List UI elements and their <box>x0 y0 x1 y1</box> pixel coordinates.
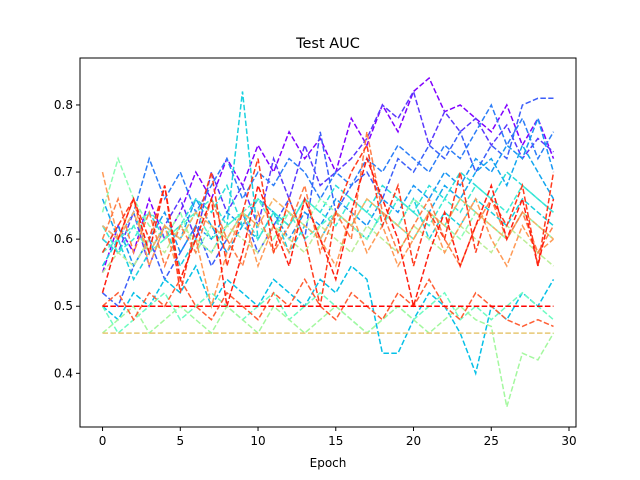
y-tick-label: 0.8 <box>54 98 73 112</box>
series-line-2 <box>102 97 554 308</box>
series-line-22 <box>101 156 555 310</box>
series-line-8 <box>102 170 554 254</box>
plot-frame <box>79 57 577 428</box>
series-line-3 <box>102 103 555 241</box>
x-tick-label: 10 <box>250 434 265 448</box>
series-line-17 <box>102 197 554 255</box>
x-tick-label: 25 <box>484 434 499 448</box>
x-tick-label: 5 <box>176 434 184 448</box>
series-layer <box>101 76 555 408</box>
x-axis-ticks: 0 5 10 15 20 25 30 <box>99 427 577 448</box>
y-tick-label: 0.6 <box>54 232 73 246</box>
x-tick-label: 15 <box>328 434 343 448</box>
x-tick-label: 20 <box>406 434 421 448</box>
y-tick-label: 0.7 <box>54 165 73 179</box>
x-axis-label: Epoch <box>310 456 347 470</box>
series-line-11 <box>101 291 554 335</box>
y-tick-label: 0.5 <box>54 299 73 313</box>
x-tick-label: 0 <box>99 434 107 448</box>
chart-title: Test AUC <box>295 36 360 52</box>
series-line-5 <box>101 143 555 255</box>
x-tick-label: 30 <box>561 434 576 448</box>
series-line-12 <box>101 156 554 255</box>
series-line-19 <box>101 131 555 269</box>
y-tick-label: 0.4 <box>54 366 73 380</box>
series-line-1 <box>102 89 554 269</box>
series-line-6 <box>102 264 555 376</box>
y-axis-ticks: 0.4 0.5 0.6 0.7 0.8 <box>54 98 80 380</box>
series-line-20 <box>102 277 554 328</box>
